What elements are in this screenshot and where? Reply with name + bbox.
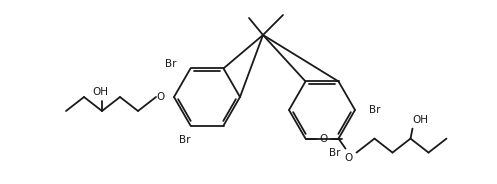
Text: OH: OH xyxy=(92,87,108,97)
Text: O: O xyxy=(344,153,353,163)
Text: Br: Br xyxy=(179,135,190,145)
Text: Br: Br xyxy=(369,105,381,115)
Text: Br: Br xyxy=(165,59,176,69)
Text: O: O xyxy=(320,134,328,144)
Text: O: O xyxy=(157,92,165,102)
Text: Br: Br xyxy=(329,148,340,158)
Text: OH: OH xyxy=(413,115,428,125)
